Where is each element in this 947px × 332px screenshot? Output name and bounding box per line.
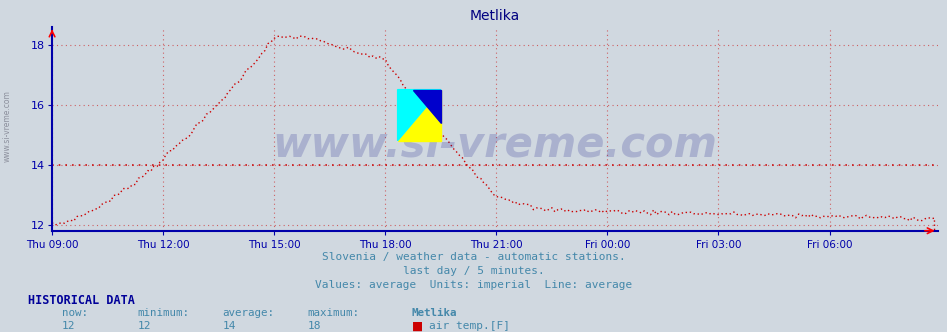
Text: average:: average:	[223, 308, 275, 318]
Text: last day / 5 minutes.: last day / 5 minutes.	[402, 266, 545, 276]
Polygon shape	[398, 90, 440, 141]
Text: minimum:: minimum:	[137, 308, 189, 318]
Text: maximum:: maximum:	[308, 308, 360, 318]
Text: 14: 14	[223, 321, 236, 331]
Text: www.si-vreme.com: www.si-vreme.com	[273, 124, 717, 166]
Text: 12: 12	[62, 321, 75, 331]
Text: Slovenia / weather data - automatic stations.: Slovenia / weather data - automatic stat…	[322, 252, 625, 262]
Text: air temp.[F]: air temp.[F]	[429, 321, 510, 331]
Text: HISTORICAL DATA: HISTORICAL DATA	[28, 294, 135, 307]
Polygon shape	[398, 90, 440, 141]
Text: Values: average  Units: imperial  Line: average: Values: average Units: imperial Line: av…	[314, 280, 633, 290]
Text: 12: 12	[137, 321, 151, 331]
Text: now:: now:	[62, 308, 87, 318]
Title: Metlika: Metlika	[470, 9, 520, 23]
Text: 18: 18	[308, 321, 321, 331]
Polygon shape	[413, 90, 440, 123]
Text: www.si-vreme.com: www.si-vreme.com	[3, 90, 12, 162]
Text: Metlika: Metlika	[412, 308, 457, 318]
Text: ■: ■	[412, 319, 423, 332]
